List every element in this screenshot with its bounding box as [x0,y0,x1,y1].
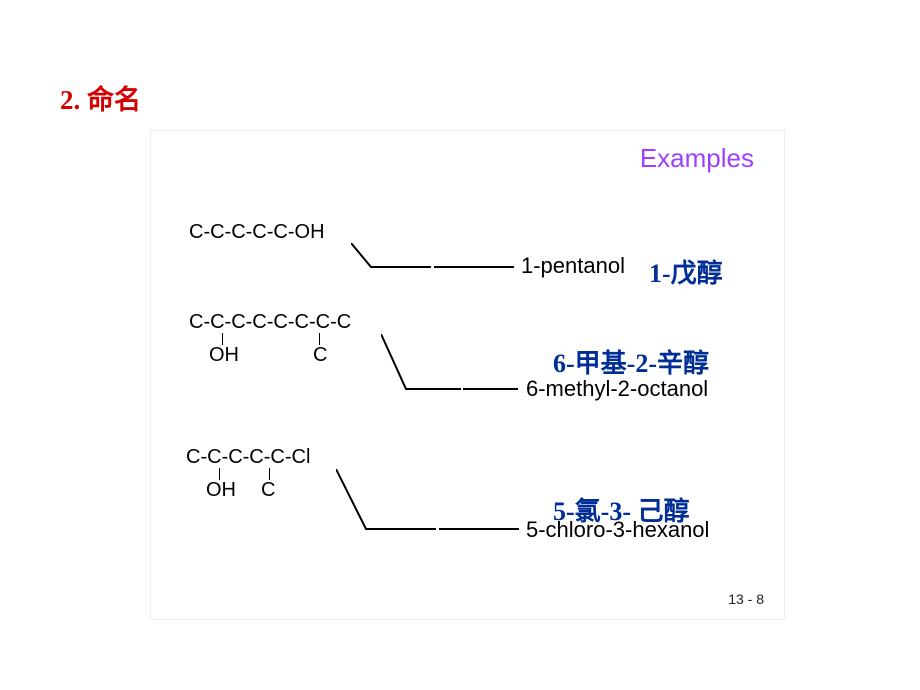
mol2-drop-line [381,334,461,394]
slide-number: 13 - 8 [728,591,764,607]
mol1-structure: C-C-C-C-C-OH [189,221,325,244]
mol3-drop-line [336,469,436,534]
section-title-text: 命名 [80,85,141,115]
mol3-substituent-oh: OH [206,479,236,502]
mol2-chinese-name: 6-甲基-2-辛醇 [553,343,709,380]
mol2-structure-main: C-C-C-C-C-C-C-C [189,311,351,334]
mol2-blank-line [463,388,518,390]
mol3-structure-main: C-C-C-C-C-Cl [186,446,310,469]
mol3-chinese-name: 5-氯-3- 己醇 [553,491,689,528]
mol2-substituent-oh: OH [209,344,239,367]
mol3-blank-line [439,528,519,530]
mol2-substituent-c: C [313,344,327,367]
mol3-substituent-c: C [261,479,275,502]
section-number: 2. [60,85,80,115]
mol1-drop-line [351,243,431,273]
mol1-english-name: 1-pentanol [521,253,625,279]
examples-label: Examples [640,143,754,174]
figure-panel: Examples C-C-C-C-C-OH 1-pentanol 1-戊醇 C-… [150,130,785,620]
mol1-blank-line [434,266,514,268]
slide-root: 2. 命名 Examples C-C-C-C-C-OH 1-pentanol 1… [0,0,920,690]
section-title: 2. 命名 [60,78,141,117]
mol1-chinese-name: 1-戊醇 [649,253,723,290]
